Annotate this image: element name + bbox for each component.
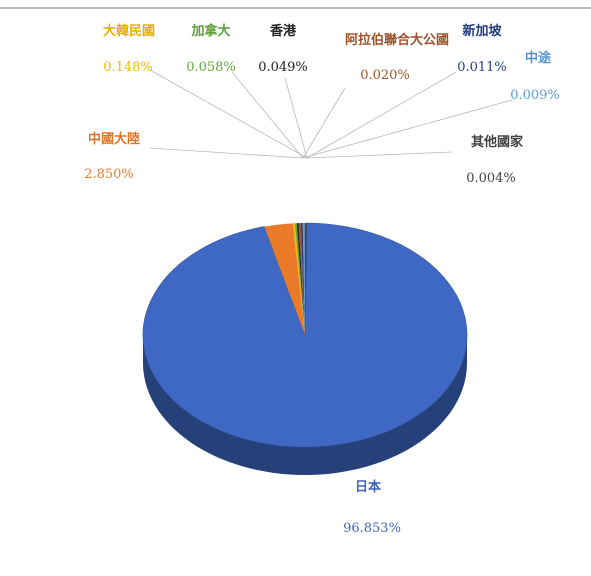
slice-label-5: 阿拉伯聯合大公國 bbox=[345, 32, 449, 48]
pie-slice-0 bbox=[142, 222, 468, 448]
slice-label-2: 大韓民國 bbox=[103, 23, 155, 39]
leader-line-6 bbox=[306, 71, 457, 159]
slice-label-7: 中途 bbox=[525, 50, 552, 66]
slice-value-8: 0.004% bbox=[466, 171, 516, 186]
slice-value-7: 0.009% bbox=[510, 88, 560, 103]
slice-value-6: 0.011% bbox=[457, 60, 507, 75]
slice-value-0: 96.853% bbox=[343, 521, 401, 536]
slice-value-2: 0.148% bbox=[103, 60, 153, 75]
slice-label-6: 新加坡 bbox=[462, 23, 502, 39]
leader-line-8 bbox=[306, 151, 453, 159]
slice-labels: 日本 96.853% 中國大陸 2.850% 大韓民國 0.148% 加拿大 0.058% 香港… bbox=[84, 23, 560, 536]
pie-slice-6 bbox=[300, 223, 305, 335]
pie-slice-3 bbox=[294, 223, 305, 335]
slice-label-4: 香港 bbox=[269, 23, 297, 39]
slice-value-5: 0.020% bbox=[360, 68, 410, 83]
slice-value-3: 0.058% bbox=[186, 60, 236, 75]
pie-tops bbox=[142, 222, 468, 448]
pie-side-0 bbox=[143, 335, 467, 475]
slice-value-4: 0.049% bbox=[258, 60, 308, 75]
slice-label-0: 日本 bbox=[355, 479, 381, 495]
pie-slice-1 bbox=[264, 223, 305, 335]
leader-line-7 bbox=[302, 99, 513, 159]
leader-line-1 bbox=[149, 147, 304, 159]
leader-line-2 bbox=[149, 69, 308, 159]
leader-line-4 bbox=[284, 77, 308, 159]
pie-slice-7 bbox=[302, 223, 305, 335]
leader-line-3 bbox=[231, 71, 304, 159]
leader-line-5 bbox=[302, 87, 346, 159]
slice-label-1: 中國大陸 bbox=[88, 131, 140, 147]
slice-label-8: 其他國家 bbox=[471, 134, 524, 150]
pie-slice-5 bbox=[298, 223, 305, 335]
pie-slice-8 bbox=[304, 223, 307, 335]
pie-slice-2 bbox=[292, 223, 305, 335]
slice-value-1: 2.850% bbox=[84, 167, 134, 182]
pie-slice-4 bbox=[296, 223, 305, 335]
slice-label-3: 加拿大 bbox=[190, 23, 230, 39]
leader-lines bbox=[149, 69, 513, 159]
